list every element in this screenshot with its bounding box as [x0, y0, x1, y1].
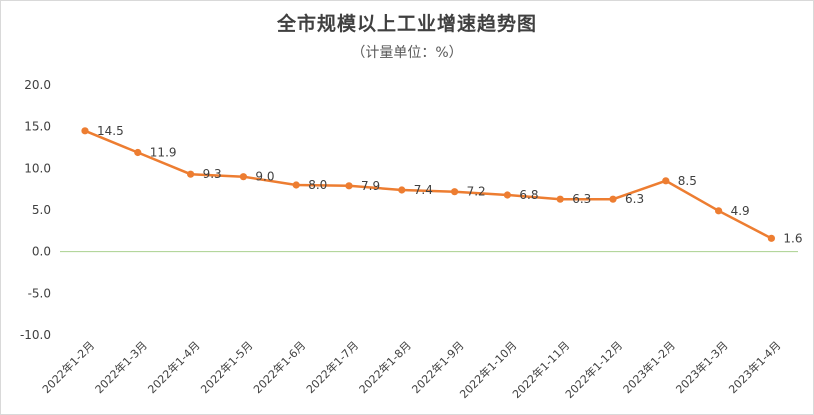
x-tick-label: 2022年1-2月 [39, 338, 97, 396]
data-label: 4.9 [731, 204, 750, 218]
data-label: 6.3 [625, 192, 644, 206]
data-point [662, 177, 670, 185]
data-label: 14.5 [97, 124, 124, 138]
chart-title: 全市规模以上工业增速趋势图 [276, 13, 537, 35]
data-point [715, 207, 723, 215]
x-axis: 2022年1-2月2022年1-3月2022年1-4月2022年1-5月2022… [39, 338, 783, 401]
data-point [767, 234, 776, 242]
data-point [292, 181, 300, 189]
data-point [451, 188, 459, 196]
data-point [134, 148, 142, 157]
data-points [81, 127, 776, 242]
y-tick-label: 5.0 [32, 203, 51, 217]
x-tick-label: 2022年1-7月 [303, 338, 361, 396]
y-tick-label: -5.0 [28, 286, 51, 300]
data-point [398, 186, 406, 194]
x-tick-label: 2022年1-4月 [145, 338, 203, 396]
data-label: 6.3 [572, 192, 591, 206]
y-tick-label: 20.0 [24, 78, 51, 92]
y-axis: 20.0 15.0 10.0 5.0 0.0 -5.0 -10.0 [20, 78, 51, 342]
x-tick-label: 2022年1-5月 [198, 338, 256, 396]
data-label: 6.8 [519, 188, 538, 202]
y-tick-label: 10.0 [24, 161, 51, 175]
x-tick-label: 2022年1-8月 [356, 338, 414, 396]
data-label: 1.6 [783, 231, 802, 245]
x-tick-label: 2022年1-3月 [92, 338, 150, 396]
data-point [345, 182, 353, 190]
x-tick-label: 2022年1-9月 [409, 338, 467, 396]
x-tick-label: 2023年1-2月 [620, 338, 678, 396]
x-tick-label: 2023年1-3月 [673, 338, 731, 396]
data-label: 9.0 [255, 170, 274, 184]
data-label: 7.9 [361, 179, 380, 193]
data-label: 9.3 [203, 167, 222, 181]
data-label: 11.9 [150, 146, 177, 160]
x-tick-label: 2023年1-4月 [726, 338, 784, 396]
series-line [84, 129, 772, 240]
data-point [187, 170, 195, 178]
x-tick-label: 2022年1-6月 [250, 338, 308, 396]
data-label: 7.2 [467, 185, 486, 199]
data-label: 8.5 [678, 174, 697, 188]
data-point [81, 127, 89, 135]
data-point [503, 191, 511, 199]
chart-subtitle: （计量单位：%） [351, 45, 463, 61]
data-label: 7.4 [414, 183, 433, 197]
data-label: 8.0 [308, 178, 327, 192]
data-point [239, 173, 247, 181]
y-tick-label: 0.0 [32, 245, 51, 259]
y-tick-label: 15.0 [24, 120, 51, 134]
data-labels: 14.5 11.9 9.3 9.0 8.0 7.9 7.4 7.2 6.8 6.3 6.3 8.5 4.… [97, 124, 802, 246]
y-tick-label: -10.0 [20, 328, 51, 342]
data-point [609, 195, 617, 203]
data-point [556, 195, 564, 203]
